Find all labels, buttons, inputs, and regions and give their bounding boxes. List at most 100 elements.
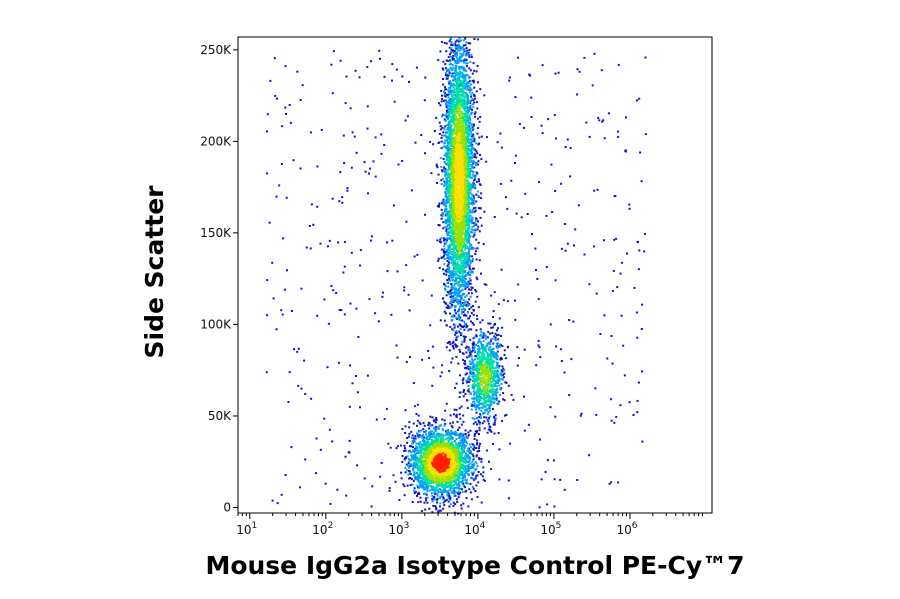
- event-point: [453, 237, 456, 240]
- event-point: [455, 382, 458, 385]
- event-point: [414, 435, 417, 438]
- event-point: [472, 106, 475, 109]
- event-point: [411, 483, 414, 486]
- event-point: [462, 283, 465, 286]
- event-point: [473, 393, 475, 396]
- event-point: [450, 315, 453, 318]
- event-point: [461, 488, 463, 491]
- event-point: [438, 202, 441, 205]
- event-point: [417, 473, 420, 476]
- event-point: [453, 259, 455, 262]
- event-point: [467, 116, 470, 119]
- event-point: [447, 80, 450, 83]
- event-point: [379, 57, 381, 60]
- event-point: [475, 219, 477, 222]
- event-point: [475, 355, 478, 358]
- event-point: [458, 452, 461, 455]
- event-point: [596, 188, 599, 191]
- event-point: [426, 444, 429, 447]
- event-point: [441, 440, 444, 443]
- event-point: [472, 222, 475, 225]
- event-point: [553, 478, 556, 481]
- event-point: [453, 280, 456, 282]
- event-point: [469, 220, 471, 223]
- event-point: [472, 137, 475, 140]
- event-point: [401, 160, 404, 162]
- event-point: [428, 433, 431, 435]
- event-point: [452, 79, 454, 82]
- event-point: [316, 314, 319, 317]
- event-point: [464, 234, 467, 237]
- event-point: [462, 446, 465, 449]
- event-point: [469, 367, 472, 370]
- event-point: [597, 116, 600, 119]
- event-point: [479, 402, 482, 405]
- event-point: [486, 384, 489, 387]
- event-point: [454, 343, 457, 346]
- event-point: [471, 271, 474, 274]
- event-point: [410, 451, 413, 454]
- event-point: [636, 240, 639, 243]
- event-point: [465, 47, 468, 50]
- event-point: [483, 393, 485, 396]
- event-point: [456, 300, 459, 303]
- event-point: [446, 128, 449, 131]
- event-point: [446, 141, 449, 144]
- event-point: [443, 283, 446, 286]
- event-point: [461, 88, 464, 91]
- event-point: [445, 178, 448, 181]
- event-point: [469, 446, 472, 449]
- event-point: [440, 100, 443, 103]
- event-point: [496, 369, 499, 372]
- event-point: [640, 370, 643, 373]
- event-point: [460, 343, 463, 346]
- event-point: [466, 213, 469, 216]
- event-point: [460, 249, 463, 252]
- event-point: [446, 169, 449, 172]
- event-point: [500, 268, 503, 271]
- event-point: [572, 320, 575, 323]
- event-point: [447, 500, 450, 503]
- event-point: [482, 346, 485, 349]
- event-point: [497, 370, 500, 373]
- event-point: [465, 497, 468, 499]
- event-point: [429, 424, 432, 427]
- event-point: [479, 341, 482, 343]
- event-point: [462, 377, 465, 380]
- event-point: [342, 271, 345, 274]
- event-point: [266, 130, 268, 133]
- event-point: [388, 489, 391, 492]
- event-point: [445, 162, 447, 165]
- event-point: [455, 298, 457, 301]
- event-point: [464, 300, 467, 303]
- event-point: [456, 478, 459, 481]
- event-point: [450, 251, 453, 253]
- event-point: [457, 268, 460, 271]
- event-point: [455, 345, 458, 348]
- event-point: [467, 211, 470, 214]
- event-point: [477, 371, 480, 374]
- event-point: [611, 290, 614, 292]
- event-point: [444, 95, 447, 98]
- event-point: [462, 98, 465, 101]
- event-point: [420, 479, 423, 482]
- event-point: [451, 291, 454, 294]
- event-point: [442, 158, 445, 160]
- event-point: [507, 479, 510, 482]
- event-point: [617, 130, 619, 133]
- event-point: [445, 76, 448, 79]
- event-point: [486, 367, 489, 370]
- event-point: [464, 286, 467, 289]
- event-point: [429, 434, 432, 437]
- event-point: [474, 115, 477, 118]
- event-point: [409, 484, 412, 487]
- event-point: [408, 466, 410, 469]
- event-point: [494, 419, 497, 422]
- event-point: [419, 459, 422, 462]
- event-point: [516, 346, 519, 349]
- event-point: [444, 154, 447, 157]
- event-point: [445, 438, 447, 441]
- event-point: [419, 450, 422, 453]
- event-point: [462, 443, 465, 446]
- event-point: [449, 343, 452, 346]
